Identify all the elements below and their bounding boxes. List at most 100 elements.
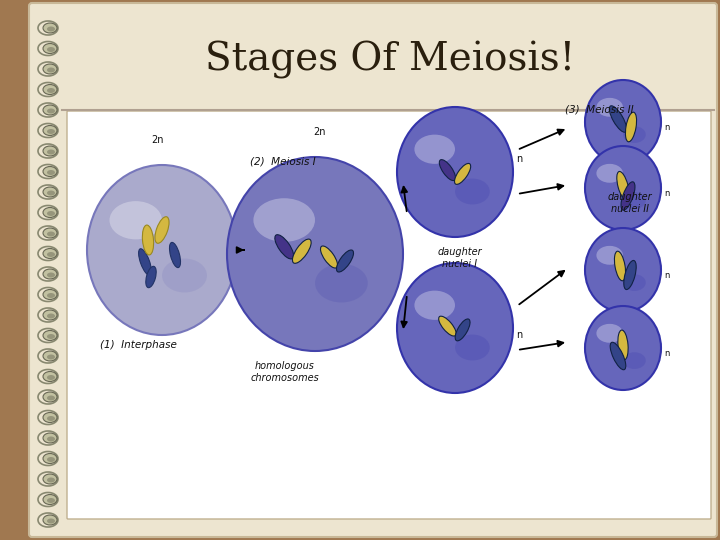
Ellipse shape [162, 259, 207, 293]
Ellipse shape [139, 249, 151, 275]
Ellipse shape [47, 375, 55, 380]
Ellipse shape [43, 23, 57, 33]
Text: (1)  Interphase: (1) Interphase [100, 340, 177, 350]
Ellipse shape [43, 248, 57, 259]
Ellipse shape [47, 232, 55, 237]
Ellipse shape [621, 182, 635, 210]
Ellipse shape [397, 263, 513, 393]
Ellipse shape [47, 150, 55, 154]
Ellipse shape [47, 26, 55, 31]
Text: nuclei II: nuclei II [611, 204, 649, 214]
Text: daughter: daughter [608, 192, 652, 202]
Ellipse shape [585, 146, 661, 230]
Ellipse shape [227, 157, 403, 351]
Text: n: n [516, 154, 522, 164]
Ellipse shape [87, 165, 237, 335]
Ellipse shape [43, 44, 57, 53]
Ellipse shape [455, 334, 490, 361]
Ellipse shape [618, 330, 628, 360]
Ellipse shape [253, 198, 315, 242]
Text: nuclei I: nuclei I [442, 259, 477, 269]
Ellipse shape [397, 107, 513, 237]
Ellipse shape [43, 310, 57, 320]
Ellipse shape [47, 68, 55, 72]
Ellipse shape [43, 166, 57, 177]
Text: (2)  Meiosis I: (2) Meiosis I [250, 157, 315, 167]
Ellipse shape [614, 251, 626, 281]
Ellipse shape [169, 242, 181, 268]
Ellipse shape [455, 319, 470, 341]
Ellipse shape [47, 334, 55, 339]
Ellipse shape [47, 518, 55, 523]
Bar [62, 10, 714, 110]
Ellipse shape [47, 354, 55, 360]
FancyBboxPatch shape [29, 3, 717, 537]
Ellipse shape [596, 164, 623, 183]
Ellipse shape [143, 225, 153, 255]
Ellipse shape [43, 433, 57, 443]
Ellipse shape [43, 289, 57, 300]
Ellipse shape [47, 436, 55, 442]
Ellipse shape [43, 64, 57, 74]
Ellipse shape [623, 352, 646, 369]
Ellipse shape [47, 211, 55, 216]
Ellipse shape [47, 88, 55, 93]
Ellipse shape [292, 239, 311, 264]
Text: n: n [664, 271, 670, 280]
Text: Stages Of Meiosis!: Stages Of Meiosis! [205, 41, 575, 79]
Ellipse shape [336, 250, 354, 272]
Ellipse shape [454, 164, 471, 184]
Ellipse shape [43, 392, 57, 402]
Text: homologous: homologous [255, 361, 315, 371]
Ellipse shape [415, 134, 455, 164]
Text: n: n [664, 189, 670, 198]
Ellipse shape [611, 342, 626, 370]
Ellipse shape [43, 146, 57, 156]
Ellipse shape [43, 105, 57, 115]
Ellipse shape [47, 273, 55, 278]
Ellipse shape [626, 112, 636, 142]
Ellipse shape [43, 187, 57, 197]
Ellipse shape [43, 84, 57, 94]
Ellipse shape [43, 330, 57, 341]
Ellipse shape [415, 291, 455, 320]
Ellipse shape [43, 372, 57, 381]
Ellipse shape [43, 454, 57, 463]
Text: n: n [664, 349, 670, 358]
Ellipse shape [47, 191, 55, 195]
Ellipse shape [43, 269, 57, 279]
Text: 2n: 2n [150, 135, 163, 145]
Text: chromosomes: chromosomes [251, 373, 320, 383]
Ellipse shape [43, 413, 57, 422]
Ellipse shape [47, 252, 55, 257]
Ellipse shape [596, 98, 623, 117]
Ellipse shape [155, 217, 169, 244]
FancyBboxPatch shape [67, 111, 711, 519]
Ellipse shape [47, 47, 55, 52]
Ellipse shape [275, 235, 294, 259]
Ellipse shape [43, 207, 57, 218]
Ellipse shape [596, 246, 623, 265]
Ellipse shape [585, 306, 661, 390]
Text: n: n [664, 123, 670, 132]
Ellipse shape [47, 416, 55, 421]
Ellipse shape [455, 179, 490, 205]
Ellipse shape [320, 246, 338, 268]
Ellipse shape [47, 129, 55, 134]
Ellipse shape [109, 201, 162, 239]
Text: (3)  Meiosis II: (3) Meiosis II [565, 104, 634, 114]
Ellipse shape [617, 172, 629, 200]
Ellipse shape [623, 192, 646, 209]
Ellipse shape [624, 260, 636, 289]
Ellipse shape [43, 495, 57, 504]
Ellipse shape [623, 126, 646, 143]
Text: 2n: 2n [314, 127, 326, 137]
Ellipse shape [585, 80, 661, 164]
Ellipse shape [43, 228, 57, 238]
Ellipse shape [43, 351, 57, 361]
Ellipse shape [146, 266, 156, 288]
Text: daughter: daughter [438, 247, 482, 257]
Ellipse shape [47, 457, 55, 462]
Ellipse shape [439, 160, 456, 180]
Ellipse shape [315, 264, 368, 302]
